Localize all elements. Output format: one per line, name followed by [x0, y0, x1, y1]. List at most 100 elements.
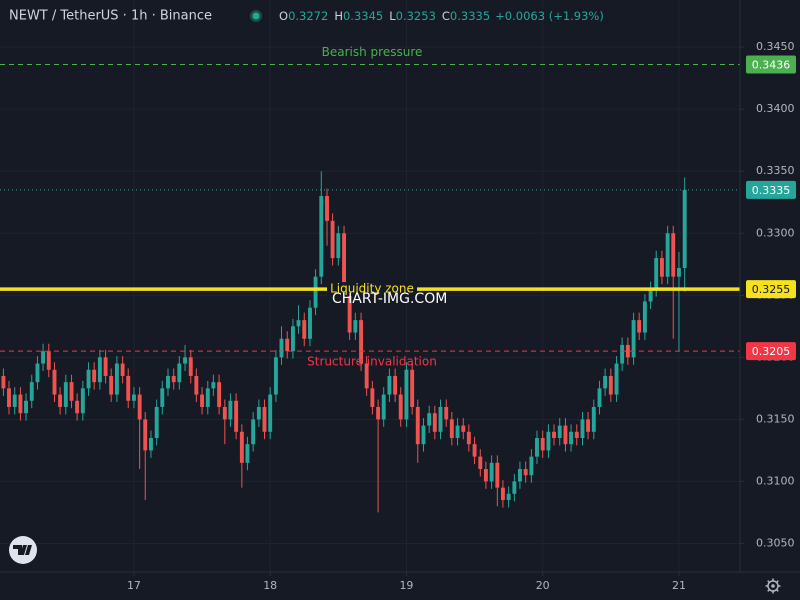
candle-body	[483, 469, 488, 482]
candle-body	[114, 363, 119, 395]
candle-body	[273, 357, 278, 395]
candle-body	[302, 320, 307, 339]
candle-body	[637, 320, 642, 333]
candle-body	[359, 320, 364, 364]
candle-body	[290, 326, 295, 352]
candle-body	[251, 419, 256, 445]
y-tick-label: 0.3350	[756, 164, 795, 177]
candle-body	[427, 413, 432, 426]
candle-body	[205, 388, 210, 407]
candle-body	[597, 388, 602, 407]
candle-body	[200, 394, 205, 407]
candle-body	[325, 196, 329, 221]
candle-body	[217, 382, 222, 407]
y-tick-label: 0.3050	[756, 536, 795, 549]
y-tick-label: 0.3150	[756, 412, 795, 425]
status-dot	[252, 12, 260, 20]
candle-body	[523, 469, 528, 476]
price-badge	[746, 55, 796, 74]
candle-body	[353, 320, 358, 333]
candle-body	[336, 233, 341, 259]
candle-body	[126, 375, 131, 401]
candle-body	[461, 425, 466, 432]
candle-body	[29, 382, 34, 401]
candle-body	[393, 375, 398, 395]
candle-body	[308, 307, 312, 339]
ohlc-value: 0.3253	[396, 9, 436, 23]
candle-body	[120, 363, 125, 376]
candle-body	[432, 413, 437, 432]
candle-body	[279, 338, 284, 358]
candle-body	[58, 394, 63, 407]
candle-body	[608, 375, 613, 395]
settings-icon[interactable]	[765, 578, 781, 594]
x-tick-label: 19	[399, 579, 413, 592]
candle-body	[149, 437, 153, 451]
candle-body	[256, 406, 261, 420]
y-tick-label: 0.3300	[756, 226, 795, 239]
candle-body	[75, 400, 80, 414]
candle-body	[80, 388, 85, 414]
candle-body	[449, 419, 454, 438]
x-tick-label: 17	[127, 579, 141, 592]
candle-body	[648, 289, 653, 302]
candle-body	[614, 363, 619, 395]
y-tick-label: 0.3100	[756, 474, 795, 487]
price-badge-label: 0.3205	[752, 345, 791, 358]
candle-body	[313, 276, 318, 308]
candle-body	[540, 437, 545, 451]
price-badge	[746, 342, 796, 361]
candle-body	[131, 394, 136, 401]
candle-body	[63, 382, 68, 407]
candle-body	[143, 419, 148, 451]
price-badge-label: 0.3255	[752, 283, 791, 296]
candle-body	[489, 462, 494, 482]
candle-body	[97, 357, 102, 383]
ohlc-label: L	[389, 9, 396, 23]
watermark: CHART-IMG.COM	[332, 291, 447, 307]
candle-body	[552, 431, 556, 438]
candle-body	[574, 431, 579, 438]
ohlc-label: C	[442, 9, 450, 23]
candle-body	[18, 394, 23, 414]
candle-body	[41, 351, 46, 364]
candle-body	[245, 444, 250, 463]
candle-body	[603, 375, 608, 389]
candle-body	[262, 406, 267, 432]
candle-body	[86, 369, 91, 389]
candle-body	[557, 425, 562, 438]
candle-body	[1, 375, 6, 389]
candle-body	[529, 456, 534, 476]
candle-body	[364, 363, 369, 389]
candle-body	[211, 382, 216, 389]
candle-body	[239, 431, 244, 463]
candle-body	[381, 394, 386, 420]
candle-body	[654, 258, 659, 290]
candle-body	[183, 357, 187, 364]
candle-body	[466, 431, 471, 445]
candle-body	[591, 406, 596, 432]
tradingview-logo	[9, 536, 37, 564]
candle-body	[444, 406, 449, 420]
candle-body	[222, 406, 227, 420]
candle-body	[517, 469, 522, 482]
ohlc-value: 0.3272	[288, 9, 328, 23]
candle-body	[569, 431, 573, 445]
candle-body	[455, 425, 460, 438]
price-badge	[746, 280, 796, 299]
candle-body	[398, 394, 403, 420]
x-tick-label: 21	[672, 579, 686, 592]
candle-body	[92, 369, 97, 383]
candle-body	[177, 363, 182, 383]
level-label: Liquidity zone	[330, 282, 414, 296]
candle-body	[404, 369, 409, 420]
candle-body	[472, 444, 477, 457]
x-tick-label: 18	[263, 579, 277, 592]
candle-body	[194, 375, 199, 395]
candle-body	[682, 189, 687, 269]
candle-body	[52, 369, 57, 395]
price-badge-label: 0.3436	[752, 59, 791, 72]
